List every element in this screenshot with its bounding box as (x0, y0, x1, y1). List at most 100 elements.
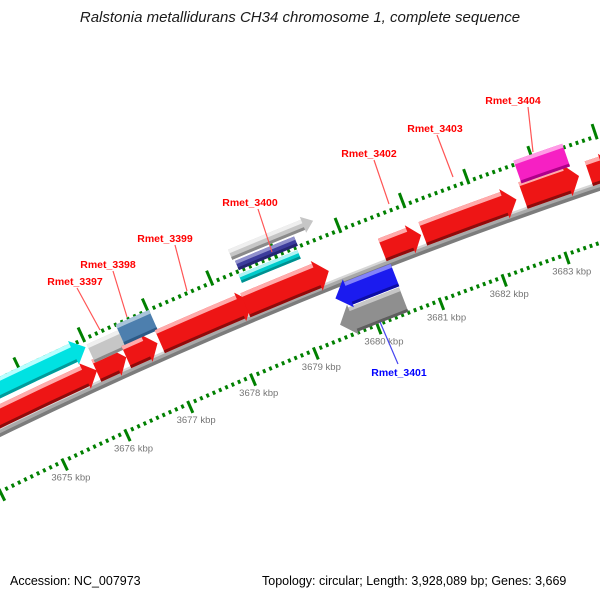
gene-features (0, 143, 600, 444)
ruler-tick-inner (513, 270, 518, 275)
gene-cds-red-9[interactable] (584, 153, 600, 187)
ruler-tick-inner (92, 444, 97, 449)
gene-cds-teal-1[interactable] (238, 250, 301, 283)
ruler-label: 3679 kbp (302, 362, 341, 373)
ruler-tick-inner (563, 251, 571, 265)
ruler-tick-inner (538, 261, 543, 266)
ruler-tick-inner (174, 406, 179, 412)
topology-text: Topology: circular; Length: 3,928,089 bp… (262, 574, 567, 588)
ruler-tick-inner (205, 393, 210, 398)
gene-Rmet_3403[interactable] (418, 189, 517, 246)
ruler-tick-inner (494, 277, 499, 282)
gene-cds-navy-1[interactable] (234, 236, 298, 271)
ruler-tick-inner (299, 352, 304, 358)
ruler-tick-outer (363, 217, 368, 223)
ruler-tick-inner (48, 464, 53, 470)
ruler-tick-outer (446, 186, 451, 191)
gene-Rmet_3398[interactable] (115, 309, 158, 345)
gene-Rmet_3401[interactable] (335, 263, 400, 308)
ruler-tick-inner (469, 286, 474, 292)
ruler-tick-inner (211, 390, 217, 396)
ruler-tick-inner (111, 435, 116, 441)
ruler-tick-inner (186, 400, 195, 414)
ruler-tick-outer (94, 331, 99, 336)
ruler-tick-outer (510, 162, 515, 168)
ruler-tick-inner (136, 423, 141, 429)
ruler-tick-outer (504, 165, 509, 170)
gene-label-Rmet_3401[interactable]: Rmet_3401 (371, 367, 427, 379)
ruler-tick-inner (488, 279, 493, 285)
ruler-tick-inner (35, 470, 41, 476)
sequence-title: Ralstonia metallidurans CH34 chromosome … (79, 9, 521, 26)
ruler-tick-outer (74, 339, 80, 345)
ruler-tick-outer (350, 222, 355, 228)
ruler-tick-outer (100, 328, 105, 333)
gene-label-Rmet_3397[interactable]: Rmet_3397 (47, 276, 103, 288)
ruler-tick-inner (274, 363, 279, 369)
ruler-tick-inner (350, 332, 355, 338)
gene-Rmet_3397[interactable] (86, 330, 127, 363)
ruler-tick-outer (472, 176, 477, 182)
ruler-tick-inner (281, 360, 286, 366)
ruler-tick-outer (568, 142, 573, 148)
ruler-tick-outer (433, 190, 439, 196)
ruler-tick-inner (60, 458, 69, 472)
ruler-tick-inner (444, 295, 449, 301)
ruler-tick-inner (0, 488, 7, 502)
ruler-tick-outer (158, 302, 163, 308)
ruler-tick-inner (331, 340, 336, 345)
ruler-tick-inner (10, 483, 16, 488)
ruler-tick-inner (507, 272, 512, 278)
ruler-tick-outer (462, 168, 471, 185)
gene-label-Rmet_3402[interactable]: Rmet_3402 (341, 148, 397, 160)
ruler-tick-outer (459, 181, 464, 187)
ruler-tick-outer (177, 294, 182, 299)
ruler-tick-inner (325, 342, 330, 348)
ruler-tick-outer (357, 220, 362, 225)
ruler-tick-outer (382, 210, 387, 215)
gene-cds-cyan-1[interactable] (0, 340, 86, 420)
ruler-tick-outer (87, 333, 93, 339)
ruler-tick-inner (117, 432, 122, 438)
gene-cds-gray-1[interactable] (340, 287, 409, 335)
ruler-label: 3675 kbp (51, 473, 90, 484)
ruler-tick-inner (123, 428, 132, 442)
ruler-tick-inner (79, 450, 85, 455)
ruler-tick-outer (196, 285, 201, 291)
ruler-tick-inner (475, 284, 480, 289)
ruler-tick-inner (343, 335, 348, 340)
gene-label-Rmet_3403[interactable]: Rmet_3403 (407, 123, 463, 135)
ruler-tick-outer (498, 167, 503, 173)
ruler-tick-inner (532, 263, 537, 269)
ruler-tick-inner (230, 382, 235, 387)
ruler-tick-outer (395, 205, 400, 210)
gene-label-Rmet_3398[interactable]: Rmet_3398 (80, 259, 136, 271)
ruler-tick-inner (595, 241, 600, 247)
backbone-arc (0, 187, 600, 438)
gene-cds-red-1[interactable] (0, 363, 98, 444)
gene-Rmet_3404[interactable] (513, 143, 571, 184)
ruler-labels: 3675 kbp 3676 kbp 3677 kbp 3678 kbp 3679 kbp… (51, 267, 591, 484)
ruler-tick-outer (331, 230, 336, 235)
ruler-tick-outer (333, 217, 343, 234)
gene-label-Rmet_3400[interactable]: Rmet_3400 (222, 197, 278, 209)
ruler-label: 3680 kbp (364, 337, 403, 348)
ruler-label: 3681 kbp (427, 312, 466, 323)
ruler-tick-inner (306, 350, 311, 356)
gene-Rmet_3400[interactable] (228, 216, 314, 260)
gene-cds-red-5[interactable] (240, 261, 329, 318)
leader-line (112, 270, 128, 318)
gene-cds-red-3[interactable] (121, 334, 158, 369)
ruler-tick-outer (299, 243, 304, 248)
gene-label-Rmet_3404[interactable]: Rmet_3404 (485, 95, 541, 107)
leader-line (174, 244, 188, 292)
ruler-tick-inner (42, 467, 47, 473)
gene-label-Rmet_3399[interactable]: Rmet_3399 (137, 233, 193, 245)
ruler-tick-inner (463, 288, 468, 294)
gene-Rmet_3402[interactable] (377, 225, 422, 262)
ruler-tick-inner (105, 438, 110, 444)
gene-Rmet_3399[interactable] (154, 292, 253, 354)
ruler-tick-outer (324, 232, 330, 238)
ruler-tick-outer (190, 288, 195, 294)
